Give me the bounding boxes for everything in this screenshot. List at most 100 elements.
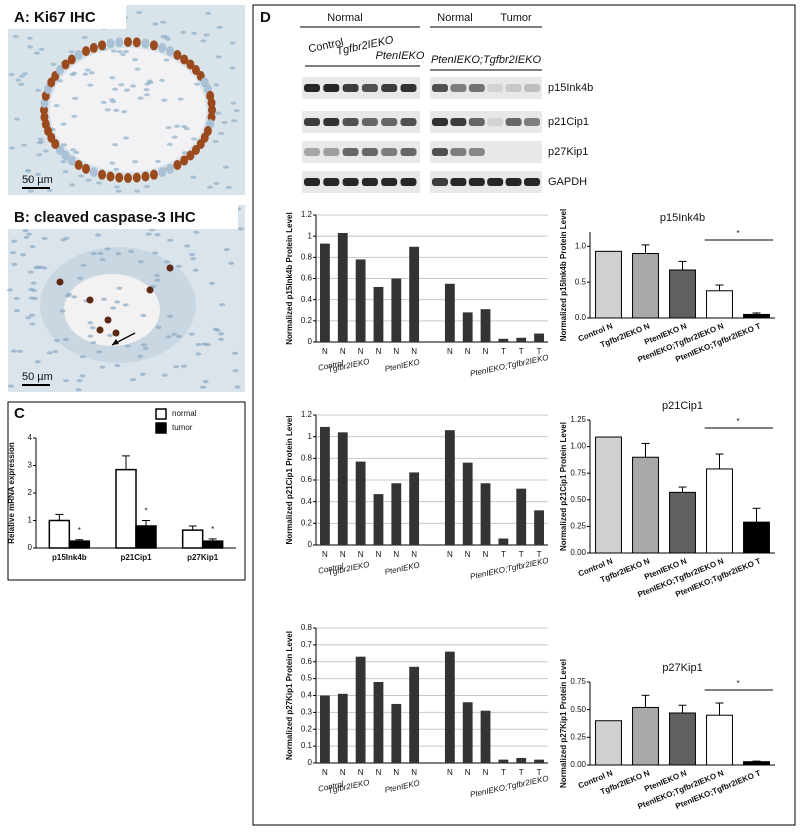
cell xyxy=(7,288,14,292)
cell xyxy=(96,350,103,354)
cell xyxy=(160,20,167,24)
cell xyxy=(112,143,119,147)
band xyxy=(381,148,398,156)
cell xyxy=(21,72,28,76)
cell xyxy=(161,98,168,102)
cell xyxy=(165,126,172,130)
cell xyxy=(50,62,57,66)
cell xyxy=(218,337,225,341)
cell xyxy=(100,100,107,104)
cell xyxy=(152,22,159,26)
x-tick-label: N xyxy=(393,550,399,559)
cell xyxy=(137,96,144,100)
cell xyxy=(25,316,32,320)
cell xyxy=(143,88,150,92)
cell xyxy=(52,349,59,354)
bar xyxy=(516,337,527,342)
cell xyxy=(215,111,222,115)
y-tick-label: 0 xyxy=(308,337,313,346)
cell xyxy=(113,108,120,112)
band xyxy=(361,178,378,186)
cell xyxy=(96,181,103,185)
y-tick-label: 0.75 xyxy=(570,468,586,477)
cell xyxy=(12,34,19,39)
band xyxy=(323,84,340,92)
bar xyxy=(337,693,348,763)
band xyxy=(487,178,504,186)
bar xyxy=(320,695,330,763)
panel-d-frame xyxy=(252,4,796,826)
band xyxy=(524,178,540,186)
band xyxy=(487,84,504,92)
cell xyxy=(154,233,161,237)
group-label: Normal xyxy=(327,12,362,24)
cell xyxy=(57,79,64,83)
significance: * xyxy=(211,525,214,534)
x-tick-label: T xyxy=(519,768,524,777)
apoptotic-cell xyxy=(166,264,174,272)
nucleus xyxy=(67,54,76,65)
bar xyxy=(632,706,659,766)
cell xyxy=(76,379,83,383)
nucleus xyxy=(165,46,174,57)
cell xyxy=(161,373,168,377)
cell xyxy=(46,188,53,192)
x-tick-label: N xyxy=(340,768,346,777)
nucleus xyxy=(115,172,124,183)
cell xyxy=(181,124,188,129)
x-tick-label: p15Ink4b xyxy=(52,553,87,562)
cell xyxy=(95,233,102,237)
cell xyxy=(136,10,143,15)
x-tick-label: T xyxy=(501,550,506,559)
panel-label: D xyxy=(260,9,271,26)
x-tick-label: T xyxy=(519,347,524,356)
y-tick-label: 0 xyxy=(28,543,33,552)
y-tick-label: 0.8 xyxy=(301,252,313,261)
y-tick-label: 1.25 xyxy=(570,415,586,424)
label-box xyxy=(8,205,238,229)
nucleus xyxy=(191,144,200,155)
cell xyxy=(229,66,236,70)
band xyxy=(361,148,378,156)
x-tick-label: N xyxy=(358,550,364,559)
band-label: p15Ink4b xyxy=(548,82,593,94)
y-tick-label: 0.6 xyxy=(301,274,313,283)
cell xyxy=(69,148,76,152)
y-tick-label: 0.6 xyxy=(301,475,313,484)
y-tick-label: 0 xyxy=(308,540,313,549)
cell xyxy=(166,142,173,146)
panel-title: A: Ki67 IHC xyxy=(14,9,96,26)
y-axis-label: Normalized p21Cip1 Protein Level xyxy=(285,416,294,545)
nucleus xyxy=(56,65,65,76)
cell xyxy=(101,297,108,301)
cell xyxy=(87,321,94,325)
cell xyxy=(41,236,48,241)
nucleus xyxy=(132,37,141,48)
cell xyxy=(189,252,196,257)
y-tick-label: 1 xyxy=(28,516,33,525)
cell xyxy=(122,303,129,307)
band xyxy=(323,148,340,156)
cell xyxy=(61,143,68,147)
cell xyxy=(190,257,197,261)
cell xyxy=(160,34,167,39)
x-tick-label: N xyxy=(447,768,453,777)
bar xyxy=(444,651,455,763)
cell xyxy=(53,104,60,108)
y-tick-label: 0.8 xyxy=(301,453,313,462)
cell xyxy=(139,372,146,376)
panel-b: B: cleaved caspase-3 IHC 50 µm xyxy=(7,205,245,392)
x-tick-label: N xyxy=(447,347,453,356)
apoptotic-cell xyxy=(56,278,64,286)
band xyxy=(361,84,378,92)
cell xyxy=(114,363,121,368)
nucleus xyxy=(67,155,76,166)
cell xyxy=(64,294,71,298)
band xyxy=(400,148,417,156)
bar xyxy=(337,232,348,342)
cell xyxy=(17,349,24,353)
band xyxy=(304,148,320,156)
cell xyxy=(88,71,95,75)
cell xyxy=(13,296,20,301)
y-tick-label: 0.1 xyxy=(301,741,313,750)
